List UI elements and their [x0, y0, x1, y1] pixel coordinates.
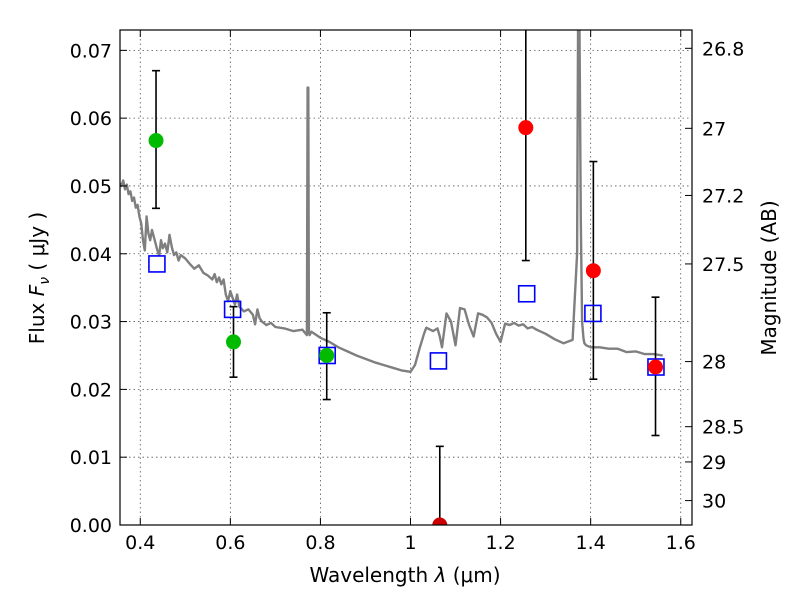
- plot-frame: [119, 29, 693, 526]
- y-tick-label: 0.07: [70, 40, 112, 62]
- template-box: [647, 358, 665, 376]
- observed-point: [648, 359, 664, 375]
- y-tick-label: 0.01: [70, 447, 112, 469]
- sed-model-layer: [120, 30, 663, 373]
- y2-tick-label: 30: [702, 491, 726, 513]
- grid: [120, 30, 692, 526]
- template-box: [223, 300, 242, 319]
- y2-tick-label: 26.8: [702, 38, 744, 60]
- y2-tick-label: 27.2: [702, 185, 744, 207]
- y2-tick-label: 28.5: [702, 417, 744, 439]
- template-box: [148, 255, 166, 273]
- x-tick-label: 0.6: [215, 532, 245, 554]
- y-tick-label: 0.05: [70, 176, 112, 198]
- x-tick-label: 1: [404, 532, 416, 554]
- error-bars: [152, 30, 660, 525]
- ticks: 0.4 0.6 0.8 1 1.2 1.4 1.6 0.00 0.01 0.02 0.03 0.04 0…: [70, 30, 744, 554]
- y-axis-label: Flux Fν ( μJy ): [25, 212, 53, 344]
- y-tick-label: 0.04: [70, 244, 112, 266]
- observed-point: [432, 517, 448, 525]
- x-tick-label: 1.6: [666, 532, 696, 554]
- template-box: [584, 304, 602, 323]
- x-tick-label: 0.4: [125, 532, 155, 554]
- template-box: [429, 352, 448, 370]
- y2-tick-label: 27.5: [702, 254, 744, 276]
- observed-point: [518, 120, 534, 136]
- observed-point: [148, 133, 164, 149]
- y2-tick-label: 27: [702, 118, 726, 140]
- y-tick-label: 0.00: [70, 515, 112, 537]
- x-axis-label: Wavelength λ (μm): [309, 563, 500, 587]
- observed-point: [585, 263, 601, 279]
- sed-model-line: [120, 30, 663, 373]
- observed-point: [225, 334, 241, 350]
- template-box: [517, 284, 536, 303]
- y-tick-label: 0.03: [70, 312, 112, 334]
- y2-tick-label: 28: [702, 352, 726, 374]
- y2-axis-label: Magnitude (AB): [757, 200, 781, 355]
- template-boxes: [148, 255, 665, 376]
- observed-point: [319, 347, 335, 363]
- x-tick-label: 1.4: [576, 532, 606, 554]
- y-tick-label: 0.06: [70, 108, 112, 130]
- template-box: [318, 346, 336, 365]
- x-tick-label: 1.2: [485, 532, 515, 554]
- y2-tick-label: 29: [702, 452, 726, 474]
- y-tick-label: 0.02: [70, 379, 112, 401]
- observed-points: [148, 120, 664, 525]
- x-tick-label: 0.8: [305, 532, 335, 554]
